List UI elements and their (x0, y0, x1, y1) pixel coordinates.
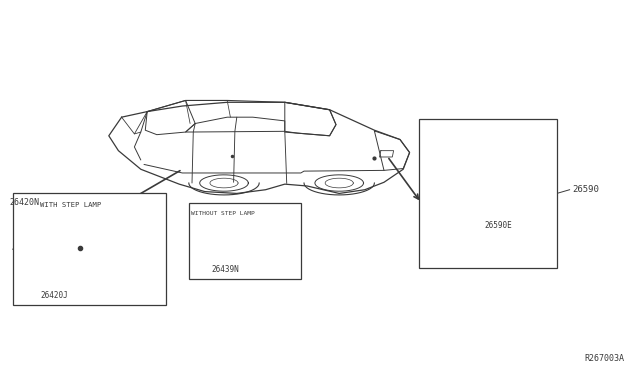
Text: 26590E: 26590E (484, 221, 512, 230)
Text: 26590: 26590 (573, 185, 600, 194)
Text: 26420J: 26420J (40, 291, 68, 299)
Bar (419, 119, 557, 268)
Text: WITHOUT STEP LAMP: WITHOUT STEP LAMP (191, 211, 255, 216)
Bar (13, 193, 166, 305)
Text: WITH STEP LAMP: WITH STEP LAMP (40, 202, 102, 208)
Text: 26420N: 26420N (10, 198, 40, 207)
Text: R267003A: R267003A (584, 354, 624, 363)
Bar (189, 203, 301, 279)
Text: 26439N: 26439N (211, 265, 239, 274)
